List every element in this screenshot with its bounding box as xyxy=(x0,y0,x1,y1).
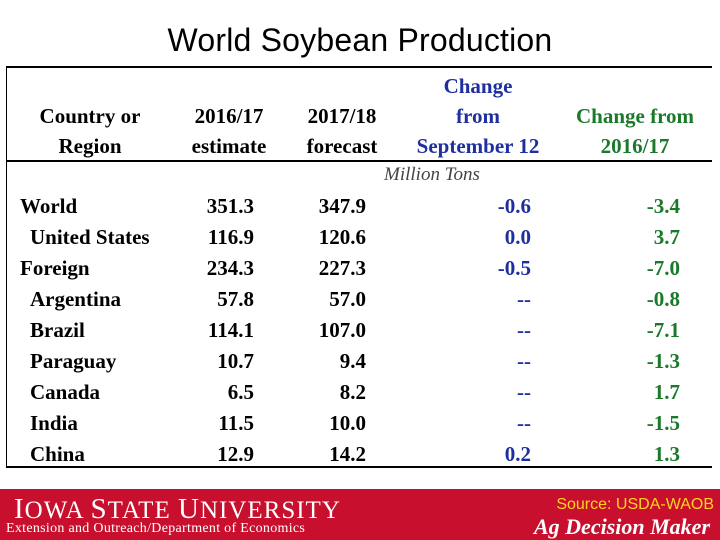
header-estimate: 2016/17 estimate xyxy=(178,101,280,161)
row-forecast: 227.3 xyxy=(318,256,366,280)
header-country: Country or Region xyxy=(20,101,160,161)
table-top-rule xyxy=(6,66,712,68)
row-estimate: 234.3 xyxy=(206,256,254,280)
row-estimate: 57.8 xyxy=(217,287,254,311)
footer-banner xyxy=(0,489,720,540)
slide-title: World Soybean Production xyxy=(167,22,553,58)
row-estimate: 6.5 xyxy=(227,380,254,404)
row-change-prev-year: 1.7 xyxy=(653,380,680,404)
table-row: Canada 6.5 8.2 -- 1.7 xyxy=(0,377,720,408)
header-forecast: 2017/18 forecast xyxy=(292,101,392,161)
table-row: World 351.3 347.9 -0.6 -3.4 xyxy=(0,191,720,222)
row-change-prev-year: -1.5 xyxy=(646,411,680,435)
header-change-september-line2: from xyxy=(456,104,500,128)
row-estimate: 11.5 xyxy=(218,411,254,435)
table-row: India 11.5 10.0 -- -1.5 xyxy=(0,408,720,439)
department-label: Extension and Outreach/Department of Eco… xyxy=(6,521,306,536)
row-change-september: -- xyxy=(517,287,531,311)
header-estimate-line1: 2016/17 xyxy=(194,104,264,128)
row-name: India xyxy=(30,411,78,435)
row-forecast: 107.0 xyxy=(318,318,366,342)
row-estimate: 10.7 xyxy=(217,349,254,373)
header-change-september-line3: September 12 xyxy=(416,134,540,158)
table-row: Brazil 114.1 107.0 -- -7.1 xyxy=(0,315,720,346)
row-estimate: 351.3 xyxy=(206,194,254,218)
header-change-prev-year: Change from 2016/17 xyxy=(560,101,710,161)
row-name: Paraguay xyxy=(30,349,117,373)
source-label: Source: USDA-WAOB xyxy=(556,496,714,513)
table-left-border xyxy=(6,66,7,468)
row-estimate: 114.1 xyxy=(207,318,254,342)
row-change-september: -- xyxy=(517,380,531,404)
row-forecast: 120.6 xyxy=(318,225,366,249)
program-logo: Ag Decision Maker xyxy=(534,514,710,539)
units-label: Million Tons xyxy=(384,164,480,185)
row-name: Canada xyxy=(30,380,101,404)
row-change-september: -- xyxy=(517,411,531,435)
header-change-prev-line1: Change from xyxy=(575,104,695,128)
header-country-line1: Country or xyxy=(39,104,141,128)
row-forecast: 14.2 xyxy=(329,442,366,466)
header-change-september: Change from September 12 xyxy=(400,71,556,161)
header-change-prev-line2: 2016/17 xyxy=(600,134,670,158)
row-name: Argentina xyxy=(30,287,121,311)
header-country-line2: Region xyxy=(58,134,122,158)
row-change-september: -0.5 xyxy=(497,256,531,280)
header-change-september-line1: Change xyxy=(443,74,513,98)
row-name: Foreign xyxy=(20,256,90,280)
row-name: United States xyxy=(30,225,150,249)
row-name: World xyxy=(20,194,78,218)
row-change-september: 0.2 xyxy=(504,442,531,466)
table-row: United States 116.9 120.6 0.0 3.7 xyxy=(0,222,720,253)
row-change-prev-year: -1.3 xyxy=(646,349,680,373)
table-bottom-rule xyxy=(6,466,712,468)
header-estimate-line2: estimate xyxy=(191,134,267,158)
row-forecast: 57.0 xyxy=(329,287,366,311)
row-change-prev-year: -7.0 xyxy=(646,256,680,280)
header-rule xyxy=(6,160,712,162)
row-change-prev-year: 3.7 xyxy=(653,225,680,249)
row-estimate: 12.9 xyxy=(217,442,254,466)
row-estimate: 116.9 xyxy=(207,225,254,249)
row-forecast: 8.2 xyxy=(339,380,366,404)
table-row: Foreign 234.3 227.3 -0.5 -7.0 xyxy=(0,253,720,284)
row-change-september: -- xyxy=(517,318,531,342)
table-row: Paraguay 10.7 9.4 -- -1.3 xyxy=(0,346,720,377)
row-change-september: 0.0 xyxy=(504,225,531,249)
row-change-september: -- xyxy=(517,349,531,373)
row-name: Brazil xyxy=(30,318,85,342)
university-logo: IOWA STATE UNIVERSITY xyxy=(14,493,341,525)
row-forecast: 10.0 xyxy=(329,411,366,435)
row-forecast: 347.9 xyxy=(318,194,366,218)
row-change-prev-year: -7.1 xyxy=(646,318,680,342)
row-change-september: -0.6 xyxy=(497,194,531,218)
row-change-prev-year: -0.8 xyxy=(646,287,680,311)
table-row: China 12.9 14.2 0.2 1.3 xyxy=(0,439,720,470)
row-name: China xyxy=(30,442,85,466)
table-row: Argentina 57.8 57.0 -- -0.8 xyxy=(0,284,720,315)
header-forecast-line2: forecast xyxy=(306,134,378,158)
row-change-prev-year: 1.3 xyxy=(653,442,680,466)
row-forecast: 9.4 xyxy=(339,349,366,373)
row-change-prev-year: -3.4 xyxy=(646,194,680,218)
header-forecast-line1: 2017/18 xyxy=(307,104,377,128)
